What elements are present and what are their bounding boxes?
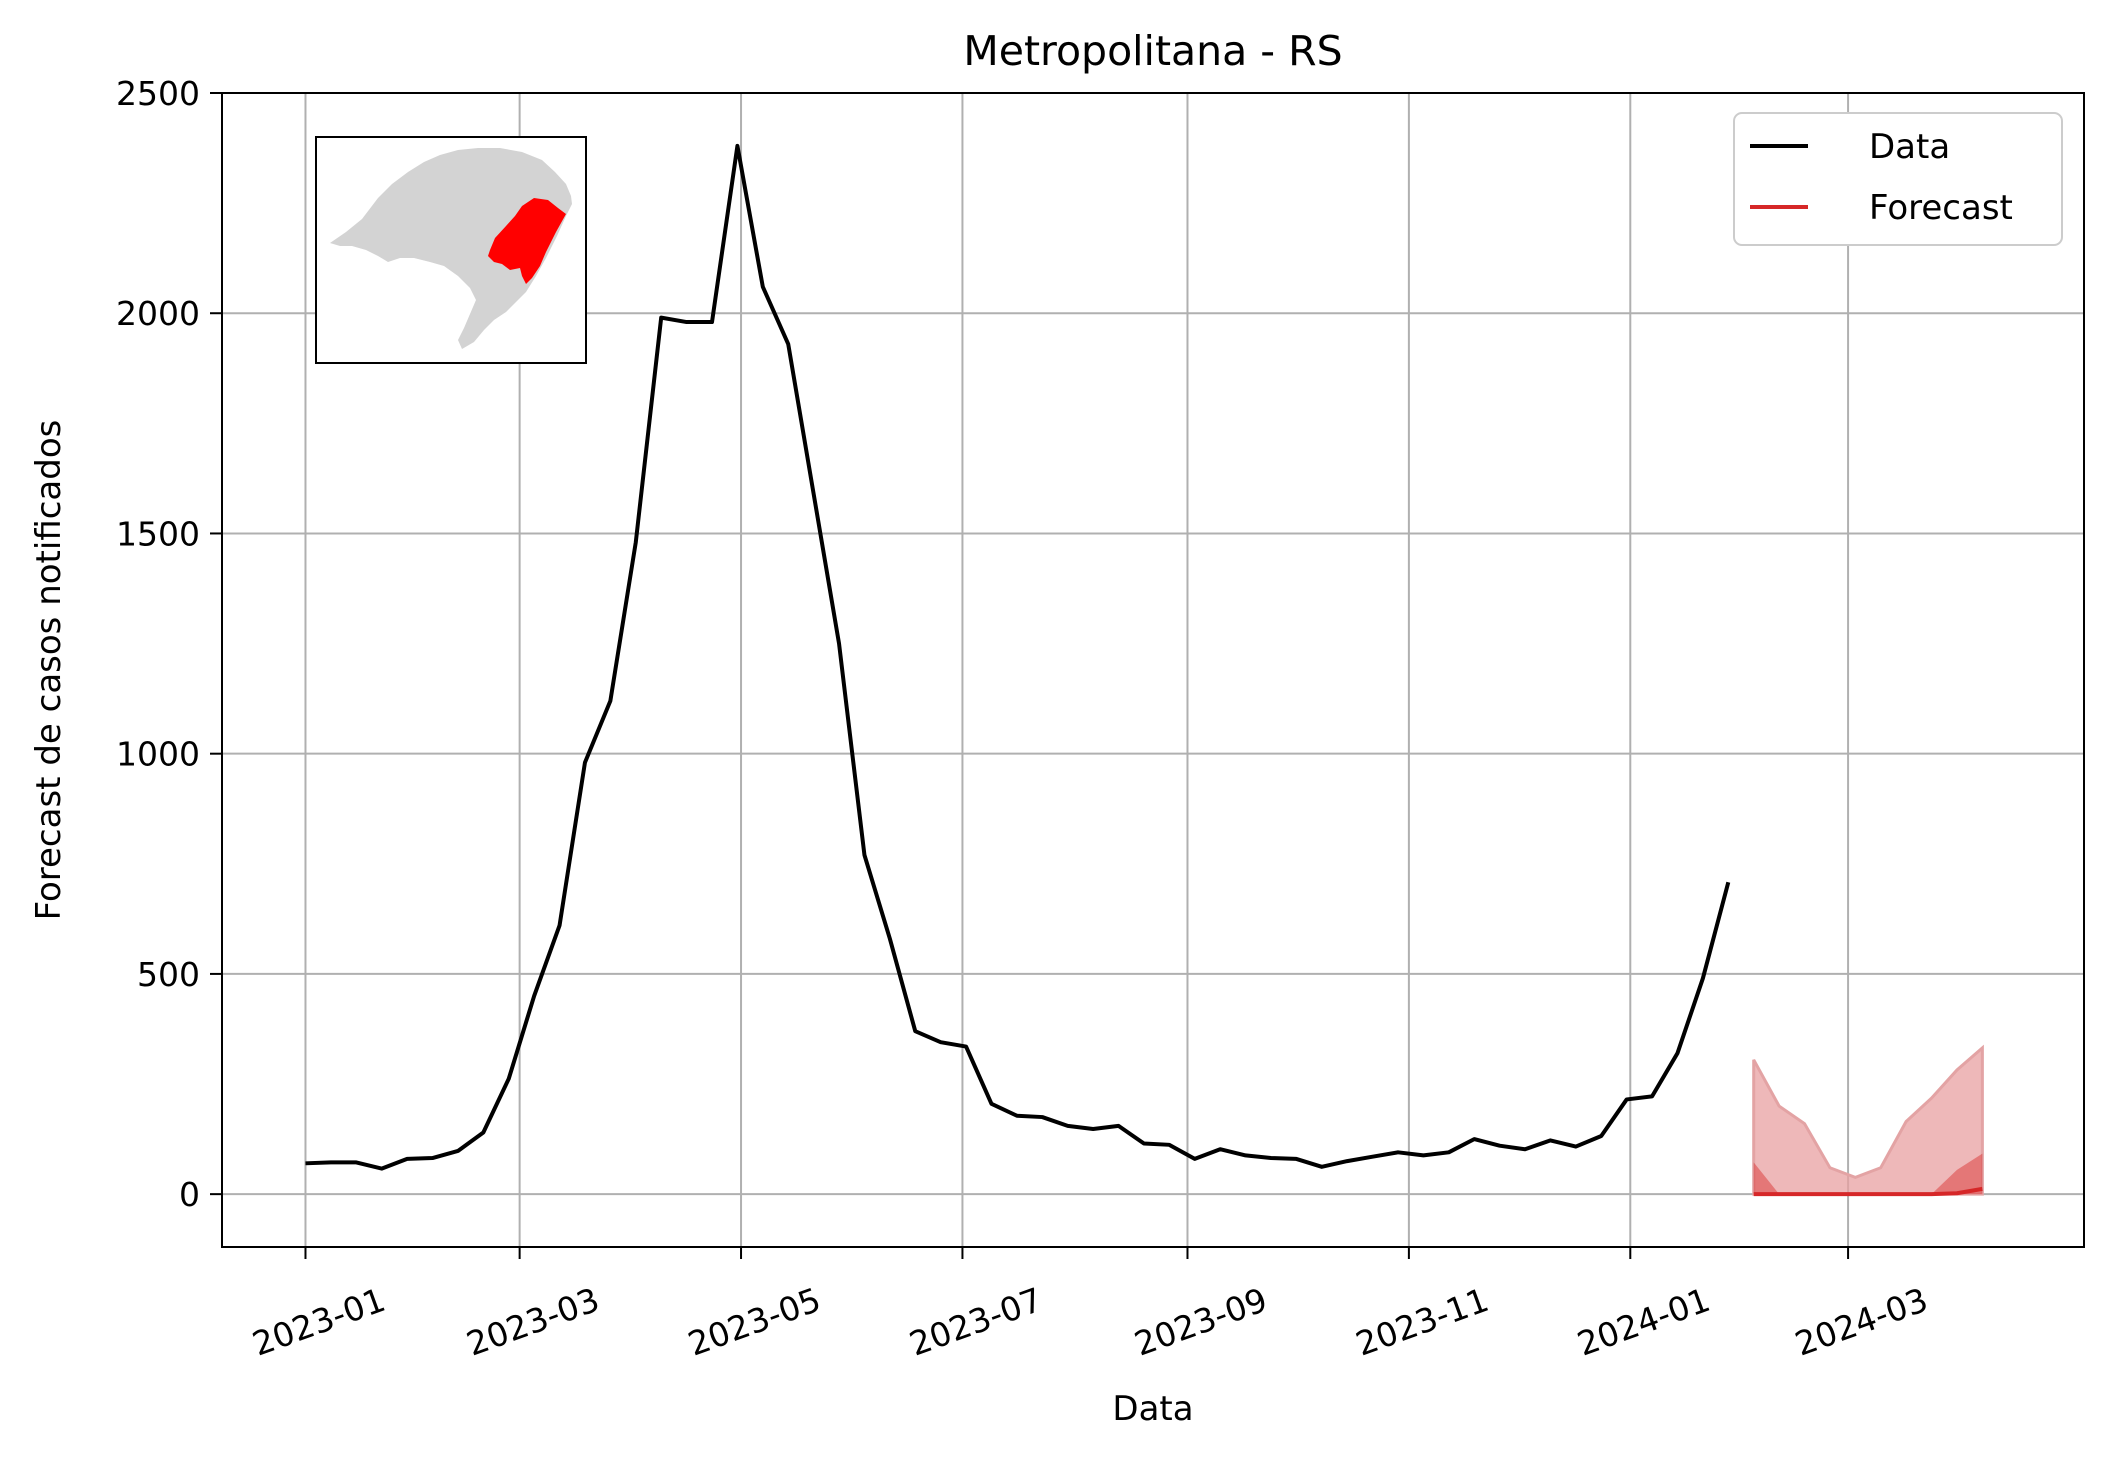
legend-data-label: Data <box>1869 127 1950 167</box>
legend-box <box>1733 112 2063 246</box>
series-lines <box>305 143 1983 1197</box>
y-axis: 0 500 1000 1500 2000 2500 <box>116 74 222 1214</box>
data-series-line <box>305 143 1731 1171</box>
inset-map <box>315 136 587 364</box>
x-axis-title: Data <box>1112 1389 1193 1429</box>
plot-area-frame <box>221 92 2085 1248</box>
legend-forecast-label: Forecast <box>1869 188 2013 228</box>
y-tick-label: 500 <box>137 955 200 994</box>
y-tick-label: 2500 <box>116 74 200 113</box>
forecast-inner-interval <box>1753 1153 1983 1195</box>
y-tick-label: 1500 <box>116 514 200 553</box>
legend: Data Forecast <box>1733 112 2063 246</box>
y-tick-label: 2000 <box>116 294 200 333</box>
y-axis-title: Forecast de casos notificados <box>29 420 69 921</box>
metropolitana-region <box>488 198 566 284</box>
forecast-series-line <box>1753 1186 1983 1197</box>
state-shape <box>330 148 572 349</box>
y-tick-label: 0 <box>179 1175 200 1214</box>
chart-title: Metropolitana - RS <box>963 27 1342 75</box>
y-tick-label: 1000 <box>116 735 200 774</box>
